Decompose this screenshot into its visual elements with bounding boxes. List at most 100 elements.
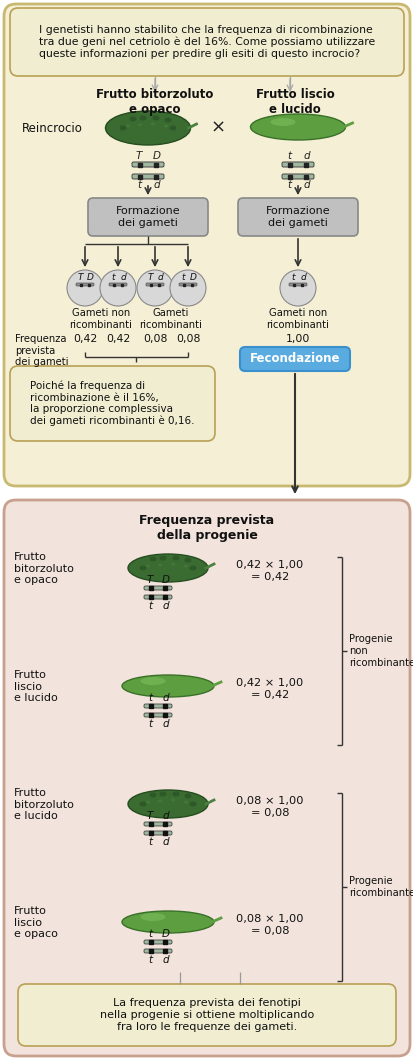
Ellipse shape: [172, 792, 179, 797]
Text: t: t: [181, 273, 184, 282]
FancyBboxPatch shape: [18, 984, 395, 1046]
Ellipse shape: [189, 801, 196, 806]
Ellipse shape: [149, 557, 156, 561]
Text: d: d: [162, 837, 169, 847]
Text: Frequenza
prevista
dei gameti: Frequenza prevista dei gameti: [15, 334, 68, 367]
Ellipse shape: [158, 800, 161, 802]
Text: t: t: [147, 955, 152, 966]
FancyBboxPatch shape: [4, 500, 409, 1056]
Text: t: t: [147, 929, 152, 939]
FancyBboxPatch shape: [4, 4, 409, 486]
Text: Frutto
liscio
e opaco: Frutto liscio e opaco: [14, 906, 58, 939]
Text: Fecondazione: Fecondazione: [249, 352, 339, 365]
Ellipse shape: [138, 123, 142, 126]
Text: t: t: [137, 180, 141, 190]
Ellipse shape: [171, 799, 175, 801]
Text: d: d: [162, 955, 169, 966]
Text: Formazione
dei gameti: Formazione dei gameti: [115, 206, 180, 228]
Text: Reincrocio: Reincrocio: [22, 122, 83, 135]
FancyBboxPatch shape: [281, 174, 313, 179]
Text: Frutto
bitorzoluto
e opaco: Frutto bitorzoluto e opaco: [14, 552, 74, 586]
Text: Progenie
ricombinante: Progenie ricombinante: [348, 876, 413, 898]
FancyBboxPatch shape: [144, 586, 171, 590]
Ellipse shape: [149, 793, 156, 798]
Text: D: D: [189, 273, 196, 282]
FancyBboxPatch shape: [144, 713, 171, 717]
Text: D: D: [153, 151, 161, 161]
Text: d: d: [162, 601, 169, 611]
Text: T: T: [147, 811, 153, 821]
FancyBboxPatch shape: [88, 198, 207, 236]
Ellipse shape: [159, 792, 166, 797]
FancyBboxPatch shape: [281, 162, 313, 167]
FancyBboxPatch shape: [132, 162, 164, 167]
FancyBboxPatch shape: [144, 705, 171, 708]
Circle shape: [170, 269, 206, 306]
Text: d: d: [303, 151, 310, 161]
Ellipse shape: [183, 800, 188, 803]
Text: 1,00: 1,00: [285, 334, 309, 344]
Ellipse shape: [139, 116, 146, 121]
Circle shape: [67, 269, 103, 306]
FancyBboxPatch shape: [144, 595, 171, 599]
Text: d: d: [303, 180, 310, 190]
Text: Frutto
bitorzoluto
e lucido: Frutto bitorzoluto e lucido: [14, 788, 74, 821]
Text: t: t: [147, 693, 152, 703]
Text: t: t: [291, 273, 294, 282]
FancyBboxPatch shape: [144, 949, 171, 953]
Text: Frequenza prevista
della progenie: Frequenza prevista della progenie: [139, 514, 274, 542]
Ellipse shape: [189, 566, 196, 571]
Text: d: d: [162, 693, 169, 703]
FancyBboxPatch shape: [109, 283, 127, 286]
Text: 0,08 × 1,00
= 0,08: 0,08 × 1,00 = 0,08: [236, 914, 303, 936]
Ellipse shape: [250, 114, 345, 140]
Text: t: t: [286, 180, 290, 190]
Text: Poiché la frequenza di
ricombinazione è il 16%,
la proporzione complessiva
dei g: Poiché la frequenza di ricombinazione è …: [30, 381, 194, 427]
Text: Gameti non
ricombinanti: Gameti non ricombinanti: [69, 308, 132, 330]
Text: 0,08: 0,08: [176, 334, 200, 344]
Ellipse shape: [270, 118, 295, 126]
Text: t: t: [111, 273, 114, 282]
Ellipse shape: [140, 677, 165, 685]
FancyBboxPatch shape: [288, 283, 306, 286]
Text: Gameti
ricombinanti: Gameti ricombinanti: [139, 308, 202, 330]
Ellipse shape: [128, 790, 207, 818]
Circle shape: [137, 269, 173, 306]
Text: T: T: [147, 273, 152, 282]
Text: 0,42 × 1,00
= 0,42: 0,42 × 1,00 = 0,42: [236, 678, 303, 699]
Ellipse shape: [146, 564, 150, 568]
Ellipse shape: [146, 800, 150, 803]
Text: d: d: [157, 273, 162, 282]
Text: 0,42 × 1,00
= 0,42: 0,42 × 1,00 = 0,42: [236, 560, 303, 581]
Text: Frutto bitorzoluto
e opaco: Frutto bitorzoluto e opaco: [96, 88, 213, 116]
FancyBboxPatch shape: [178, 283, 197, 286]
Ellipse shape: [105, 111, 190, 145]
Text: d: d: [162, 811, 169, 821]
Text: t: t: [147, 837, 152, 847]
Text: 0,42: 0,42: [73, 334, 97, 344]
Ellipse shape: [158, 563, 161, 567]
FancyBboxPatch shape: [237, 198, 357, 236]
FancyBboxPatch shape: [10, 8, 403, 76]
Text: d: d: [120, 273, 126, 282]
FancyBboxPatch shape: [144, 831, 171, 835]
Text: D: D: [161, 575, 170, 585]
Ellipse shape: [140, 914, 165, 921]
Text: 0,08 × 1,00
= 0,08: 0,08 × 1,00 = 0,08: [236, 796, 303, 818]
Ellipse shape: [169, 125, 176, 131]
Text: Frutto
liscio
e lucido: Frutto liscio e lucido: [14, 669, 57, 703]
FancyBboxPatch shape: [240, 347, 349, 371]
FancyBboxPatch shape: [10, 366, 214, 441]
FancyBboxPatch shape: [76, 283, 94, 286]
Ellipse shape: [184, 794, 191, 799]
Text: d: d: [153, 180, 160, 190]
Ellipse shape: [126, 124, 130, 127]
Text: Frutto liscio
e lucido: Frutto liscio e lucido: [255, 88, 334, 116]
Ellipse shape: [164, 118, 171, 122]
Ellipse shape: [172, 556, 179, 560]
Circle shape: [100, 269, 136, 306]
Ellipse shape: [184, 557, 191, 562]
Text: I genetisti hanno stabilito che la frequenza di ricombinazione
tra due geni nel : I genetisti hanno stabilito che la frequ…: [39, 25, 374, 59]
Circle shape: [279, 269, 315, 306]
Ellipse shape: [183, 564, 188, 568]
